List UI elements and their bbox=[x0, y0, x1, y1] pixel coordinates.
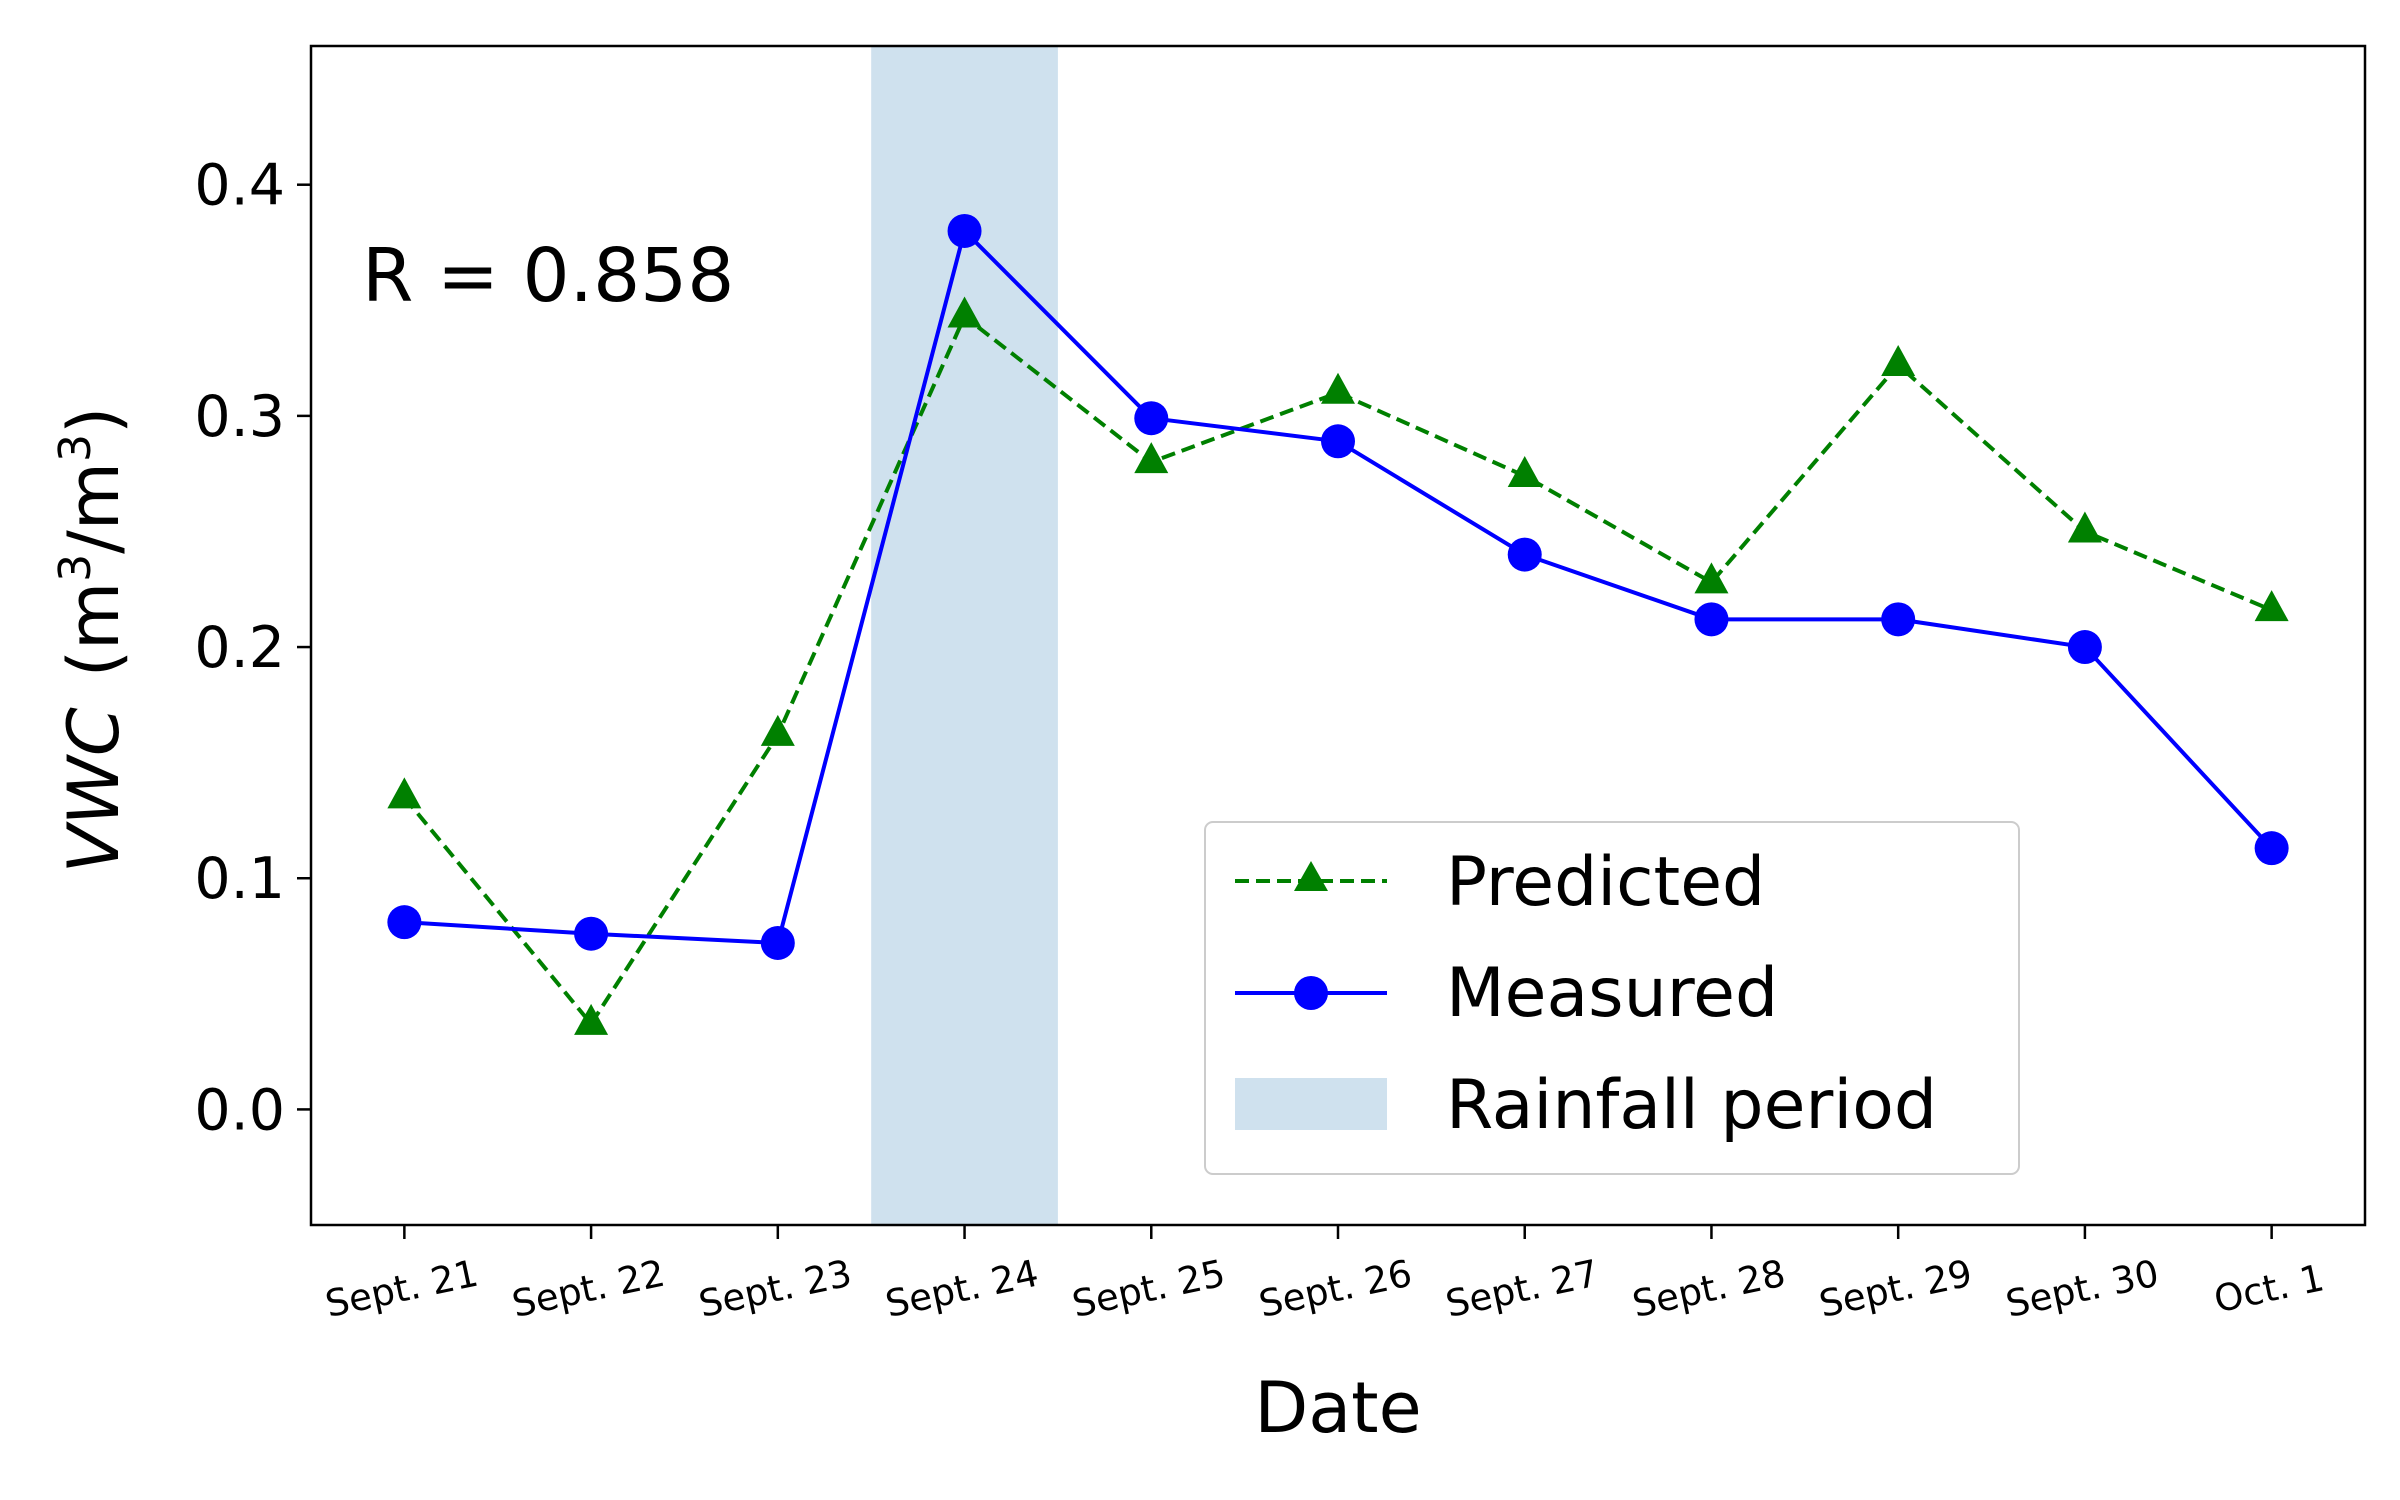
measured-point bbox=[760, 925, 795, 960]
measured-point bbox=[1134, 401, 1169, 436]
predicted-point bbox=[2254, 590, 2289, 622]
x-tick-label: Sept. 28 bbox=[1629, 1252, 1789, 1326]
measured-point bbox=[387, 905, 422, 940]
measured-point bbox=[1881, 602, 1916, 637]
measured-point bbox=[2254, 831, 2289, 866]
predicted-point bbox=[1321, 372, 1355, 404]
y-axis-title-sup-2: 3 bbox=[50, 434, 101, 462]
legend-label-predicted: Predicted bbox=[1446, 843, 1765, 922]
series-predicted bbox=[387, 296, 2289, 1035]
y-axis-title-sup-1: 3 bbox=[50, 554, 101, 582]
predicted-point bbox=[2067, 511, 2102, 543]
y-tick-label: 0.4 bbox=[194, 153, 285, 219]
y-tick-label: 0.1 bbox=[194, 846, 285, 912]
legend: Predicted Measured Rainfall period bbox=[1204, 821, 2020, 1175]
y-axis-title-unit-close: ) bbox=[53, 407, 135, 434]
x-axis-title: Date bbox=[1254, 1367, 1421, 1449]
x-tick-label: Sept. 22 bbox=[508, 1252, 668, 1326]
x-tick-label: Sept. 30 bbox=[2002, 1252, 2162, 1326]
predicted-point bbox=[1694, 562, 1729, 594]
y-axis-title: VWC(m3/m3) bbox=[50, 407, 135, 874]
measured-point bbox=[574, 916, 609, 951]
predicted-line bbox=[402, 314, 2273, 1026]
x-tick-label: Sept. 26 bbox=[1255, 1252, 1415, 1326]
x-tick-label: Oct. 1 bbox=[2210, 1256, 2328, 1321]
y-tick-label: 0.2 bbox=[194, 615, 285, 681]
legend-label-measured: Measured bbox=[1446, 954, 1778, 1033]
predicted-point bbox=[760, 714, 795, 746]
legend-frame bbox=[1204, 821, 2020, 1175]
correlation-annotation: R = 0.858 bbox=[362, 233, 734, 319]
y-axis-title-variable: VWC bbox=[53, 707, 135, 873]
predicted-point bbox=[1507, 455, 1542, 487]
predicted-point bbox=[574, 1003, 609, 1035]
x-tick-label: Sept. 24 bbox=[882, 1252, 1042, 1326]
x-tick-label: Sept. 29 bbox=[1815, 1252, 1975, 1326]
x-tick-label: Sept. 27 bbox=[1442, 1252, 1602, 1326]
measured-point bbox=[2067, 630, 2102, 665]
predicted-point bbox=[1134, 442, 1169, 474]
legend-label-rainfall: Rainfall period bbox=[1446, 1066, 1937, 1145]
x-tick-label: Sept. 23 bbox=[695, 1252, 855, 1326]
predicted-point bbox=[1881, 345, 1916, 377]
y-tick-label: 0.0 bbox=[194, 1077, 285, 1143]
predicted-point bbox=[947, 296, 982, 328]
y-tick-label: 0.3 bbox=[194, 384, 285, 450]
y-axis-title-unit-mid: /m bbox=[53, 462, 135, 554]
measured-point bbox=[1507, 537, 1542, 572]
legend-predicted-triangle-marker bbox=[1294, 861, 1328, 891]
x-tick-label: Sept. 21 bbox=[322, 1252, 482, 1326]
predicted-point bbox=[387, 777, 422, 809]
legend-rainfall-swatch bbox=[1235, 1078, 1387, 1130]
legend-measured-circle-marker bbox=[1294, 976, 1328, 1010]
x-tick-label: Sept. 25 bbox=[1068, 1252, 1228, 1326]
series-layer bbox=[387, 213, 2289, 1035]
measured-point bbox=[1321, 424, 1355, 459]
series-measured bbox=[387, 213, 2289, 960]
measured-point bbox=[1694, 602, 1729, 637]
y-axis-title-unit-open: (m bbox=[53, 582, 135, 678]
measured-point bbox=[947, 213, 982, 248]
